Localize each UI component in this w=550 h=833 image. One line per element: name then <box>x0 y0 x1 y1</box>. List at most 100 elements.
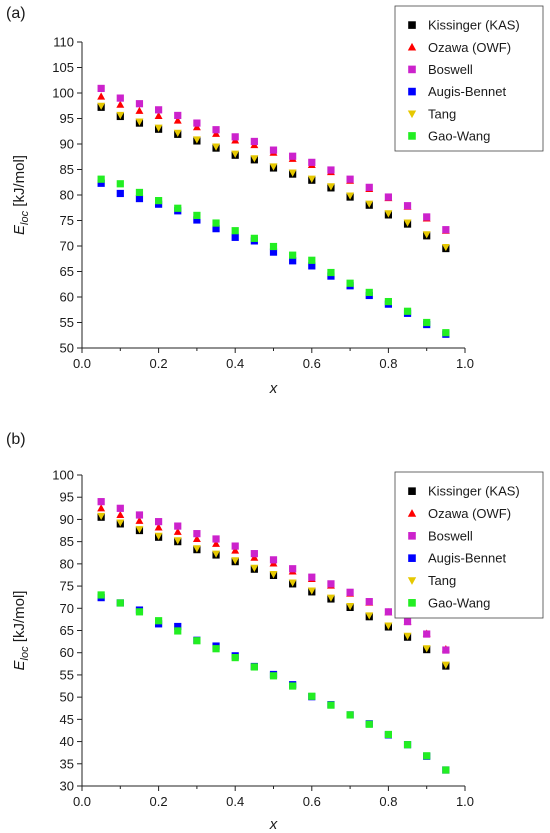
panel-b-series-3 <box>97 498 450 654</box>
panel-a-y-tick-label: 105 <box>52 60 74 75</box>
panel-a-data-point <box>269 242 278 251</box>
panel-a-data-point <box>192 136 201 144</box>
panel-b-x-tick-label: 0.0 <box>73 794 91 809</box>
panel-a-data-point <box>346 175 354 183</box>
panel-b-y-tick-label: 100 <box>52 468 74 483</box>
panel-a-data-point <box>135 194 144 203</box>
panel-a-data-point <box>403 307 412 315</box>
panel-b-data-point <box>116 510 125 519</box>
panel-b-data-point <box>97 512 106 521</box>
panel-b-data-point <box>384 608 392 616</box>
panel-a-data-point <box>116 189 124 198</box>
panel-a-x-axis-title: x <box>269 380 278 397</box>
panel-b-data-point <box>269 672 278 680</box>
panel-a-data-point <box>289 152 297 160</box>
panel-b-data-point <box>326 594 335 602</box>
panel-b-data-point <box>403 618 412 626</box>
panel-a-data-point <box>269 248 278 256</box>
panel-a-series-5 <box>97 102 450 252</box>
panel-a-legend-label: Augis-Bennet <box>428 84 506 99</box>
panel-a-y-tick-label: 70 <box>60 239 74 254</box>
panel-a-data-point <box>289 257 297 265</box>
panel-a-legend-label: Tang <box>428 106 456 121</box>
panel-a-data-point <box>212 143 221 151</box>
panel-b-y-tick-label: 80 <box>60 556 74 571</box>
panel-a-series-6 <box>97 175 450 337</box>
panel-b-data-point <box>442 646 450 654</box>
panel-a-data-point <box>97 84 105 93</box>
panel-b-data-point <box>97 591 105 599</box>
panel-a-data-point <box>442 226 450 234</box>
panel-b-data-point <box>423 752 431 760</box>
panel-a-data-point <box>307 175 316 183</box>
panel-a-data-point <box>423 213 431 221</box>
panel-a-data-point <box>346 192 355 200</box>
panel-b-data-point <box>231 542 239 550</box>
panel-a-y-tick-label: 60 <box>60 290 74 305</box>
panel-b-x-axis-title: x <box>269 816 278 833</box>
panel-b-data-point <box>384 730 392 739</box>
panel-b-legend-label: Boswell <box>428 528 473 543</box>
panel-a-data-point <box>269 163 278 171</box>
panel-a-data-point <box>231 233 239 241</box>
panel-b-legend-marker <box>407 577 417 585</box>
panel-a-data-point <box>250 234 258 242</box>
panel-a-legend-marker <box>408 65 416 74</box>
panel-a-data-point <box>269 146 278 154</box>
panel-a-label: (a) <box>6 5 26 22</box>
panel-b-data-point <box>365 612 374 620</box>
panel-b-x-tick-label: 0.6 <box>303 794 321 809</box>
panel-a-data-point <box>327 166 335 174</box>
panel-b-y-tick-label: 75 <box>60 579 74 594</box>
panel-b-data-point <box>174 627 182 635</box>
panel-b-x-tick-label: 0.4 <box>226 794 244 809</box>
panel-b-legend-box <box>394 471 544 619</box>
panel-b-data-point <box>250 564 259 572</box>
panel-a-data-point <box>155 106 163 114</box>
panel-b-data-point <box>174 522 182 530</box>
panel-a-legend-marker <box>407 110 417 119</box>
panel-b-y-axis-title: Eloc [kJ/mol] <box>11 591 31 671</box>
panel-a-legend: Kissinger (KAS) Ozawa (OWF) Boswell Augis-B… <box>394 5 544 152</box>
panel-a-data-point <box>441 243 450 252</box>
panel-a-x-tick-label: 0.2 <box>150 356 168 371</box>
panel-b-y-tick-label: 35 <box>60 756 74 771</box>
panel-b-chart: (b) 0.0 0.2 0.4 0.6 0.8 1.0 30 35 40 45 50 55 60 65 70… <box>6 431 544 833</box>
panel-b-y-tick-label: 45 <box>60 712 74 727</box>
panel-a-y-tick-label: 110 <box>53 35 74 50</box>
panel-b-legend-marker <box>408 554 416 562</box>
panel-a-data-point <box>384 297 392 306</box>
panel-b-data-point <box>154 523 163 531</box>
panel-a-data-point <box>193 119 201 127</box>
panel-b-data-point <box>97 504 106 512</box>
panel-a-x-tick-label: 0.0 <box>73 356 91 371</box>
panel-b-data-point <box>269 556 278 564</box>
panel-a-data-point <box>384 210 393 218</box>
panel-b-y-tick-label: 55 <box>60 667 74 682</box>
panel-b-y-tick-label: 65 <box>60 623 74 638</box>
panel-b-y-tick-label: 40 <box>60 734 74 749</box>
panel-a-x-tick-label: 0.8 <box>379 356 397 371</box>
panel-b-data-point <box>441 661 450 669</box>
panel-b-data-point <box>422 645 431 653</box>
panel-b-data-point <box>116 599 124 607</box>
panel-b-data-point <box>193 637 201 645</box>
panel-b-series-4 <box>97 594 450 774</box>
panel-b-data-point <box>116 519 125 527</box>
panel-b-data-point <box>365 720 373 728</box>
panel-b-data-point <box>97 498 105 506</box>
panel-a-y-tick-label: 85 <box>60 162 74 177</box>
panel-b-legend-label: Gao-Wang <box>428 595 490 610</box>
panel-b-data-point <box>250 663 258 671</box>
panel-a-data-point <box>174 111 182 120</box>
panel-b-data-point <box>346 603 355 611</box>
panel-a-series-4 <box>97 179 450 338</box>
panel-a-data-point <box>231 133 239 141</box>
panel-a-data-point <box>423 318 431 327</box>
panel-a-data-point <box>327 268 335 277</box>
panel-a-legend-marker <box>407 42 417 51</box>
panel-b-data-point <box>269 571 278 579</box>
panel-a-data-point <box>116 111 125 120</box>
panel-a-legend-label: Ozawa (OWF) <box>428 40 511 55</box>
